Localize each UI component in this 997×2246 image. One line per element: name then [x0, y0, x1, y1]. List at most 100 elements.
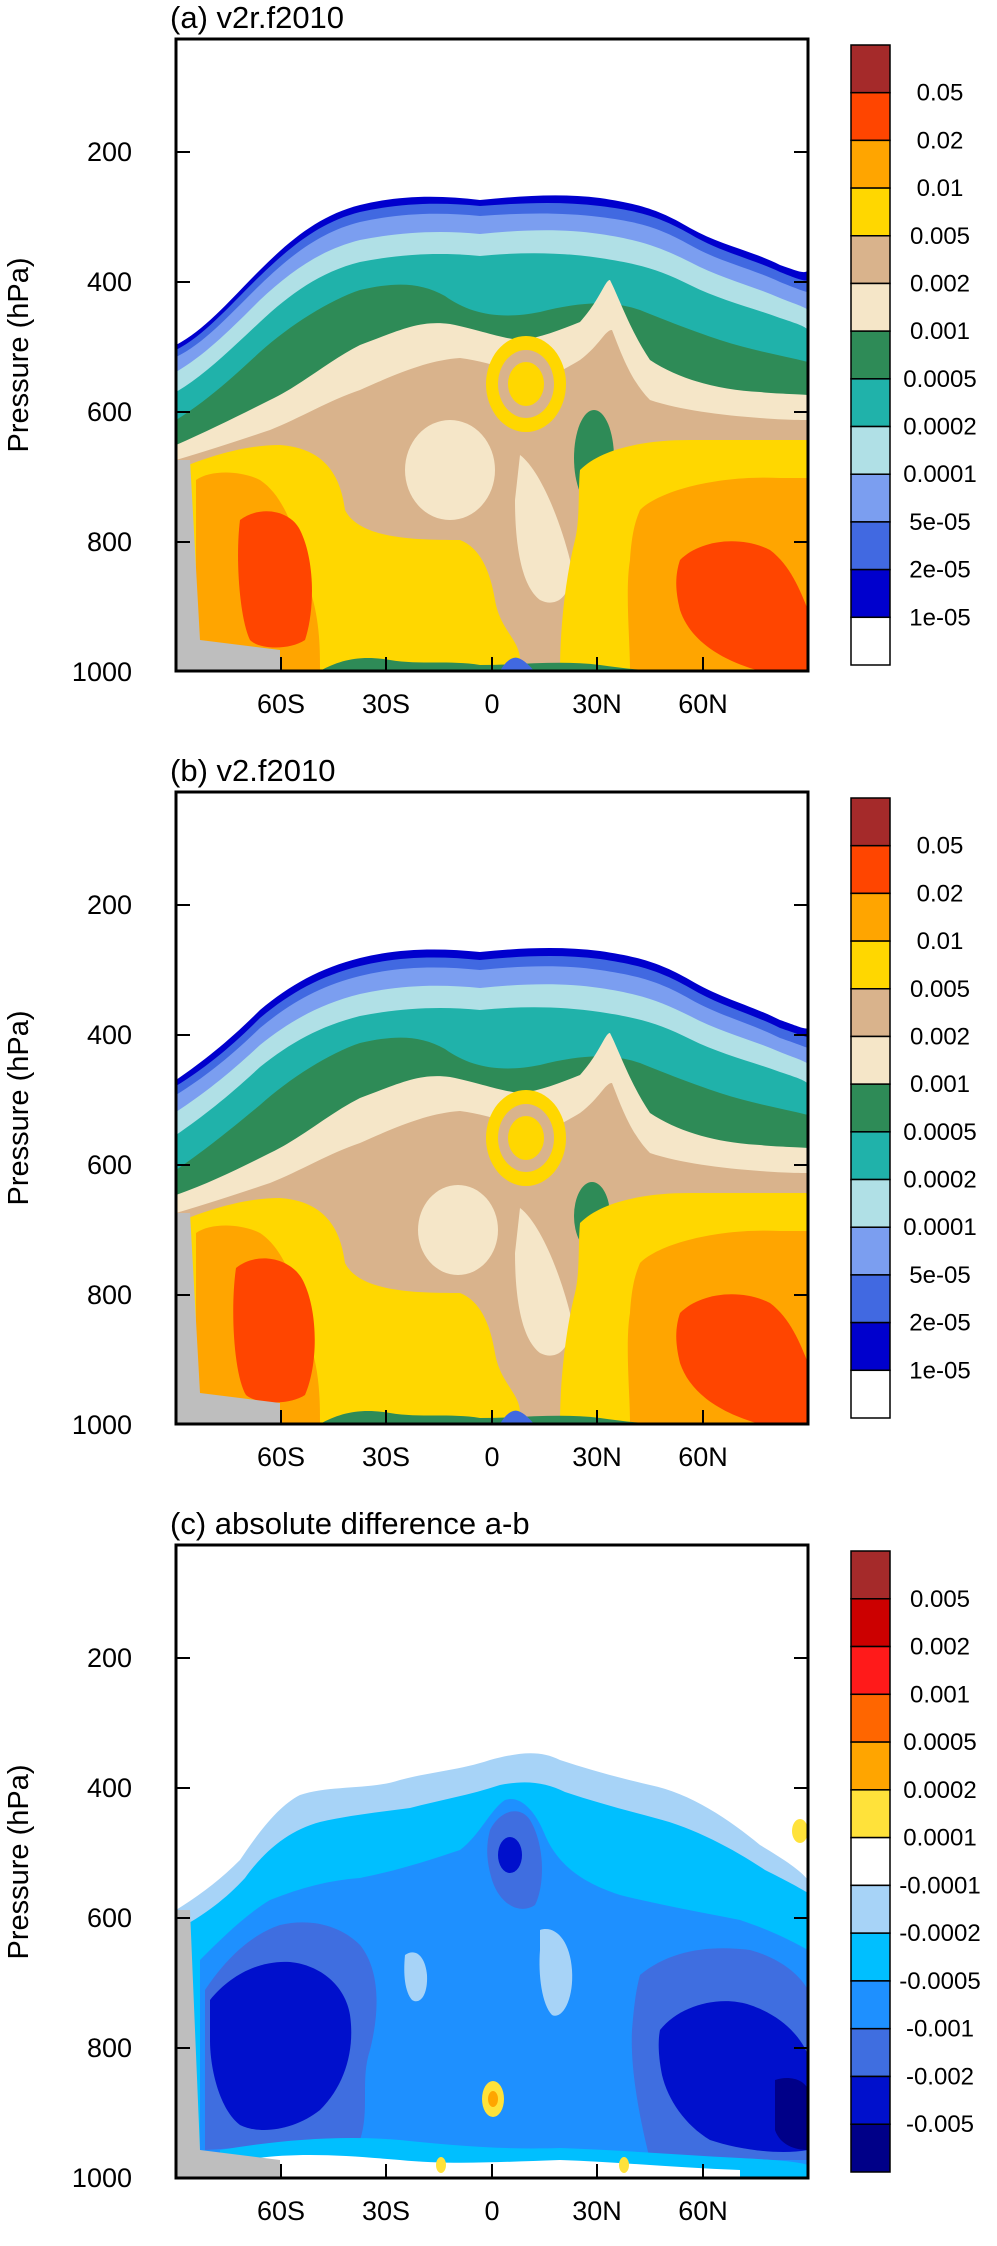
colorbar-label: 0.002 — [910, 270, 970, 297]
panel-c-ytick-1000: 1000 — [72, 2163, 132, 2193]
colorbar-label: 0.0002 — [903, 1777, 976, 1804]
panel-c-xtick-30N: 30N — [572, 2196, 622, 2226]
panel-c-colorbar: 0.005 0.002 0.001 0.0005 0.0002 0.0001 -0.0001… — [850, 1550, 981, 2173]
panel-c-title: (c) absolute difference a-b — [170, 1506, 530, 1541]
panel-a-xtick-60S: 60S — [257, 689, 305, 719]
colorbar-label: 0.0002 — [903, 414, 976, 441]
colorbar-swatch — [850, 1884, 891, 1934]
colorbar-swatch — [850, 1550, 891, 1600]
panel-a-ytick-400: 400 — [87, 267, 132, 297]
panel-c-ytick-400: 400 — [87, 1773, 132, 1803]
colorbar-label: 0.0001 — [903, 461, 976, 488]
colorbar-swatch — [850, 1693, 891, 1743]
colorbar-label: -0.001 — [906, 2016, 974, 2043]
colorbar-label: 0.01 — [917, 928, 964, 955]
colorbar-swatch — [850, 1083, 891, 1133]
colorbar-swatch — [850, 1035, 891, 1085]
panel-a-ytick-800: 800 — [87, 527, 132, 557]
c-nh-light — [539, 1929, 573, 2016]
colorbar-label: 2e-05 — [909, 1310, 970, 1337]
colorbar-swatch — [850, 2027, 891, 2078]
colorbar-swatch — [850, 282, 891, 332]
colorbar-swatch — [850, 1980, 891, 2030]
colorbar-swatch — [850, 521, 891, 571]
panel-a-xtick-0: 0 — [484, 689, 499, 719]
colorbar-swatch — [850, 1741, 891, 1791]
colorbar-label: 0.01 — [917, 175, 964, 202]
colorbar-label: -0.002 — [906, 2063, 974, 2090]
colorbar-swatch — [850, 2075, 891, 2125]
colorbar-swatch — [850, 330, 891, 380]
colorbar-label: 0.001 — [910, 1071, 970, 1098]
colorbar-swatch — [850, 797, 891, 847]
panel-b-colorbar: 0.05 0.02 0.01 0.005 0.002 0.001 0.0005 0.0002 0… — [850, 797, 977, 1419]
panel-a-title: (a) v2r.f2010 — [170, 0, 344, 35]
c-yellow-s — [436, 2157, 446, 2173]
panel-c-xtick-30S: 30S — [362, 2196, 410, 2226]
panel-c-y-ticks — [176, 1657, 808, 2049]
c-land — [176, 1910, 280, 2178]
colorbar-swatch — [850, 1321, 891, 1372]
panel-c-ytick-200: 200 — [87, 1643, 132, 1673]
panel-c-x-ticks — [280, 2164, 704, 2178]
panel-a-ytick-1000: 1000 — [72, 657, 132, 687]
colorbar-label: -0.005 — [906, 2111, 974, 2138]
colorbar-swatch — [850, 1178, 891, 1228]
a-surface-blue — [500, 657, 534, 671]
colorbar-swatch — [850, 2123, 891, 2173]
panel-c: (c) absolute difference a-b — [3, 1506, 981, 2226]
colorbar-label: 0.02 — [917, 880, 964, 907]
colorbar-label: 0.002 — [910, 1023, 970, 1050]
panel-a-xtick-30N: 30N — [572, 689, 622, 719]
colorbar-label: 0.02 — [917, 127, 964, 154]
panel-c-ytick-800: 800 — [87, 2033, 132, 2063]
c-yellow-nh — [792, 1819, 808, 1843]
c-band-dark-sh — [210, 1961, 352, 2130]
colorbar-swatch — [850, 844, 891, 895]
panel-a-y-ticks — [176, 151, 808, 543]
colorbar-label: 0.005 — [910, 976, 970, 1003]
colorbar-label: 0.001 — [910, 318, 970, 345]
c-orange-0 — [488, 2091, 498, 2107]
colorbar-label: 0.0002 — [903, 1167, 976, 1194]
panel-b: (b) v2.f2010 — [3, 753, 977, 1472]
panel-c-xtick-60N: 60N — [678, 2196, 728, 2226]
panel-b-ytick-400: 400 — [87, 1020, 132, 1050]
panel-b-x-ticks — [280, 1410, 704, 1424]
colorbar-label: 0.002 — [910, 1634, 970, 1661]
a-land — [176, 460, 280, 671]
c-surface-white — [220, 2155, 740, 2178]
panel-b-xtick-30S: 30S — [362, 1442, 410, 1472]
panel-a-colorbar: 0.05 0.02 0.01 0.005 0.002 0.001 0.0005 0.0002 0… — [850, 44, 977, 666]
a-nh-red — [676, 541, 808, 671]
colorbar-swatch — [850, 1789, 891, 1839]
a-blob-center-light — [515, 455, 571, 603]
colorbar-swatch — [850, 1369, 891, 1419]
panel-a-ytick-200: 200 — [87, 137, 132, 167]
a-sh-red — [238, 511, 312, 648]
panel-c-ytick-600: 600 — [87, 1903, 132, 1933]
colorbar-label: 0.001 — [910, 1681, 970, 1708]
colorbar-label: 0.05 — [917, 80, 964, 107]
panel-b-ytick-200: 200 — [87, 890, 132, 920]
colorbar-label: 0.0005 — [903, 1729, 976, 1756]
c-band-navy-nh — [775, 2078, 808, 2150]
colorbar-swatch — [850, 139, 891, 189]
colorbar-label: -0.0001 — [899, 1872, 980, 1899]
panel-b-xtick-30N: 30N — [572, 1442, 622, 1472]
colorbar-swatch — [850, 235, 891, 285]
colorbar-swatch — [850, 44, 891, 94]
panel-c-contours — [176, 1545, 808, 2178]
panel-a-xtick-60N: 60N — [678, 689, 728, 719]
c-center-dark — [498, 1837, 522, 1873]
colorbar-swatch — [850, 988, 891, 1038]
c-yellow-n — [619, 2157, 629, 2173]
colorbar-label: 0.005 — [910, 1586, 970, 1613]
a-orange-center — [508, 362, 544, 406]
colorbar-swatch — [850, 187, 891, 237]
colorbar-swatch — [850, 425, 891, 475]
colorbar-swatch — [850, 940, 891, 990]
colorbar-swatch — [850, 378, 891, 428]
colorbar-swatch — [850, 616, 891, 666]
